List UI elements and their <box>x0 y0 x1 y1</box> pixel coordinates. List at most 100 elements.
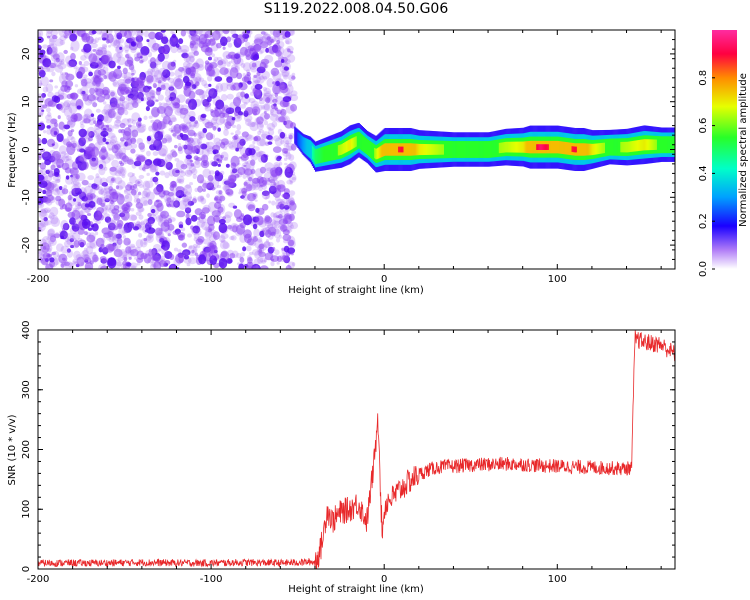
noise-blob <box>264 258 268 263</box>
noise-blob <box>243 168 253 176</box>
noise-blob <box>248 263 253 267</box>
noise-blob <box>271 220 281 229</box>
noise-blob <box>120 193 124 198</box>
noise-blob <box>149 62 159 69</box>
noise-blob <box>251 122 256 128</box>
noise-blob <box>43 243 47 248</box>
noise-blob <box>154 227 163 236</box>
noise-blob <box>114 177 123 185</box>
noise-blob <box>123 206 128 212</box>
noise-blob <box>178 178 185 184</box>
noise-blob <box>120 263 126 269</box>
noise-blob <box>240 252 246 257</box>
noise-blob <box>279 131 286 139</box>
noise-blob <box>182 191 192 203</box>
noise-blob <box>185 154 192 160</box>
noise-blob <box>280 58 285 64</box>
noise-blob <box>68 102 78 114</box>
noise-blob <box>55 195 62 202</box>
noise-blob <box>151 248 158 256</box>
noise-blob <box>218 143 223 147</box>
noise-blob <box>198 254 207 265</box>
noise-blob <box>227 42 233 48</box>
noise-blob <box>158 31 165 37</box>
noise-blob <box>247 256 253 264</box>
noise-blob <box>229 225 235 232</box>
noise-blob <box>173 247 179 252</box>
noise-blob <box>157 220 165 227</box>
noise-blob <box>80 78 88 87</box>
noise-blob <box>43 220 52 226</box>
noise-blob <box>155 57 160 63</box>
noise-blob <box>280 139 285 145</box>
noise-blob <box>113 241 122 249</box>
noise-blob <box>152 93 156 96</box>
noise-blob <box>259 166 267 174</box>
noise-blob <box>142 180 151 191</box>
noise-blob <box>220 82 229 92</box>
noise-blob <box>42 151 49 158</box>
noise-blob <box>104 216 112 223</box>
noise-blob <box>144 180 154 189</box>
noise-blob <box>270 107 280 117</box>
noise-blob <box>258 185 263 192</box>
noise-blob <box>225 163 230 168</box>
noise-blob <box>185 81 192 87</box>
noise-blob <box>38 82 43 86</box>
noise-blob <box>285 40 290 45</box>
noise-blob <box>216 56 223 61</box>
noise-blob <box>258 100 265 105</box>
noise-blob <box>165 154 172 163</box>
noise-blob <box>112 79 119 88</box>
noise-blob <box>49 235 57 243</box>
noise-blob <box>50 30 59 36</box>
noise-blob <box>181 242 188 248</box>
noise-blob <box>208 177 214 181</box>
noise-blob <box>123 189 128 194</box>
noise-blob <box>70 169 75 174</box>
noise-blob <box>237 111 244 116</box>
noise-blob <box>119 101 124 107</box>
noise-blob <box>43 66 51 73</box>
noise-blob <box>115 165 124 174</box>
noise-blob <box>130 148 136 154</box>
noise-blob <box>136 257 144 263</box>
noise-blob <box>81 218 91 229</box>
noise-blob <box>53 257 60 266</box>
noise-blob <box>249 48 256 56</box>
noise-blob <box>45 263 50 269</box>
noise-blob <box>208 170 215 175</box>
noise-blob <box>135 35 144 43</box>
noise-blob <box>148 31 156 40</box>
noise-blob <box>94 96 100 101</box>
noise-blob <box>88 131 95 139</box>
noise-blob <box>39 97 45 103</box>
noise-blob <box>140 220 145 226</box>
noise-blob <box>178 66 185 72</box>
noise-blob <box>237 228 245 235</box>
noise-blob <box>134 256 138 260</box>
noise-blob <box>217 206 224 213</box>
noise-blob <box>191 198 197 204</box>
noise-blob <box>70 244 75 249</box>
noise-blob <box>238 191 242 195</box>
noise-blob <box>186 263 191 267</box>
noise-blob <box>115 249 120 253</box>
noise-blob <box>276 31 286 41</box>
noise-blob <box>278 200 286 207</box>
noise-blob <box>175 43 180 48</box>
noise-blob <box>285 165 290 170</box>
noise-blob <box>164 89 171 97</box>
noise-blob <box>85 145 93 152</box>
noise-blob <box>143 161 151 170</box>
noise-blob <box>54 171 60 177</box>
noise-blob <box>210 186 216 191</box>
noise-blob <box>215 85 220 90</box>
noise-blob <box>270 260 275 267</box>
noise-blob <box>108 103 116 110</box>
noise-blob <box>168 85 174 90</box>
noise-blob <box>244 134 254 141</box>
noise-blob <box>38 250 43 255</box>
noise-blob <box>95 132 100 138</box>
